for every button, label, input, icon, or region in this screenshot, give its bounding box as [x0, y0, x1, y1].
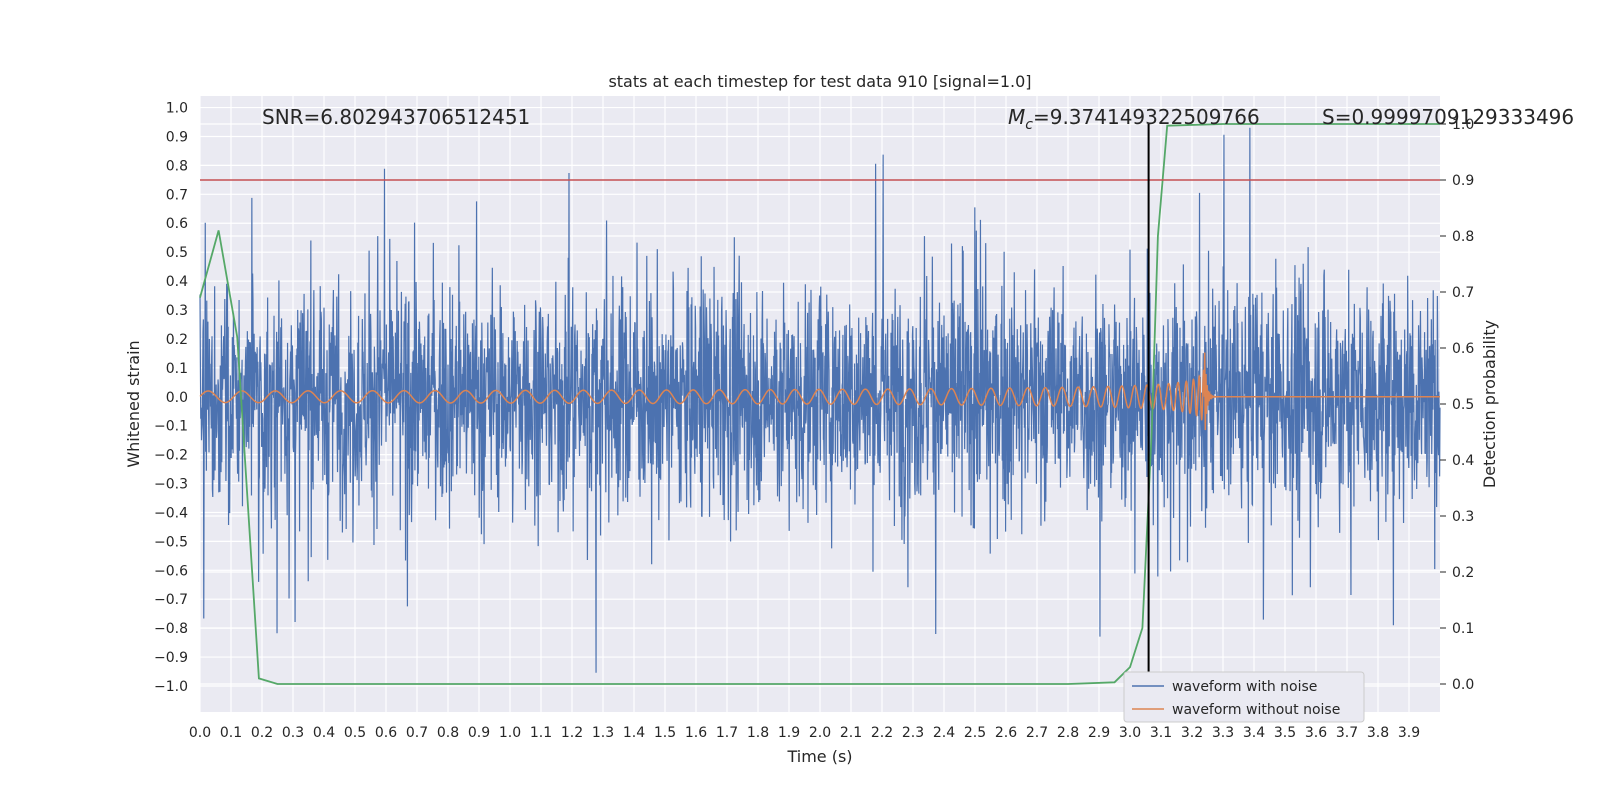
x-tick-label-33: 3.3 [1212, 725, 1234, 741]
x-tick-label-19: 1.9 [778, 725, 800, 741]
x-tick-label-16: 1.6 [685, 725, 707, 741]
chirp-mass-subscript: c [1025, 117, 1033, 133]
snr-annotation: SNR=6.802943706512451 [262, 105, 530, 129]
y2-tick-label-0: 1.0 [1452, 117, 1474, 133]
y-tick-label-11: −0.1 [154, 419, 188, 435]
y-tick-label-18: −0.8 [154, 621, 188, 637]
y-tick-label-10: 0.0 [166, 390, 188, 406]
legend-label-noise: waveform with noise [1172, 679, 1317, 695]
y-tick-label-5: 0.5 [166, 245, 188, 261]
x-tick-label-29: 2.9 [1088, 725, 1110, 741]
score-annotation: S=0.9999709129333496 [1322, 105, 1574, 129]
x-tick-label-9: 0.9 [468, 725, 490, 741]
chirp-mass-symbol: M [1008, 105, 1025, 129]
x-tick-label-8: 0.8 [437, 725, 459, 741]
y-tick-label-19: −0.9 [154, 650, 188, 666]
y2-axis-ticks: 1.0 0.9 0.8 0.7 0.6 0.5 0.4 0.3 0.2 0.1 0.0 [1440, 117, 1474, 693]
y-axis-label: Whitened strain [124, 340, 143, 467]
x-tick-label-39: 3.9 [1398, 725, 1420, 741]
x-tick-label-20: 2.0 [809, 725, 831, 741]
y2-tick-label-3: 0.7 [1452, 285, 1474, 301]
series-waveform-without-noise [199, 352, 1440, 431]
y-tick-label-12: −0.2 [154, 448, 188, 464]
y-tick-label-16: −0.6 [154, 563, 188, 579]
y-tick-label-13: −0.3 [154, 477, 188, 493]
y2-axis-label: Detection probability [1480, 320, 1499, 488]
x-tick-label-17: 1.7 [716, 725, 738, 741]
legend-label-clean: waveform without noise [1172, 702, 1340, 718]
chart-title: stats at each timestep for test data 910… [608, 72, 1031, 91]
x-tick-label-21: 2.1 [840, 725, 862, 741]
x-tick-label-12: 1.2 [561, 725, 583, 741]
y2-tick-label-8: 0.2 [1452, 565, 1474, 581]
y-tick-label-14: −0.4 [154, 505, 188, 521]
probability-line [199, 123, 1440, 685]
y-tick-label-8: 0.2 [166, 332, 188, 348]
x-tick-label-27: 2.7 [1026, 725, 1048, 741]
x-tick-label-1: 0.1 [220, 725, 242, 741]
chirp-mass-value: =9.374149322509766 [1033, 105, 1260, 129]
x-tick-label-38: 3.8 [1367, 725, 1389, 741]
y2-tick-label-2: 0.8 [1452, 229, 1474, 245]
x-tick-label-30: 3.0 [1119, 725, 1141, 741]
clean-waveform-line [199, 352, 1440, 431]
y2-tick-label-6: 0.4 [1452, 453, 1474, 469]
x-tick-label-36: 3.6 [1305, 725, 1327, 741]
y2-tick-label-9: 0.1 [1452, 621, 1474, 637]
x-tick-label-10: 1.0 [499, 725, 521, 741]
y-tick-label-15: −0.5 [154, 534, 188, 550]
x-tick-label-35: 3.5 [1274, 725, 1296, 741]
y-tick-label-9: 0.1 [166, 361, 188, 377]
series-waveform-with-noise [199, 127, 1441, 673]
x-axis-label: Time (s) [786, 747, 852, 766]
y-tick-label-1: 0.9 [166, 129, 188, 145]
x-tick-label-22: 2.2 [871, 725, 893, 741]
y-tick-label-6: 0.4 [166, 274, 188, 290]
y-axis-ticks: 1.0 0.9 0.8 0.7 0.6 0.5 0.4 0.3 0.2 0.1 0.0 −0.1 −0.… [154, 101, 188, 695]
y2-tick-label-7: 0.3 [1452, 509, 1474, 525]
y-tick-label-4: 0.6 [166, 216, 188, 232]
x-tick-label-6: 0.6 [375, 725, 397, 741]
y-tick-label-3: 0.7 [166, 187, 188, 203]
x-tick-label-15: 1.5 [654, 725, 676, 741]
chirp-mass-annotation: Mc=9.374149322509766 [1008, 105, 1260, 133]
legend: waveform with noise waveform without noi… [1123, 671, 1365, 723]
noise-waveform-line [199, 127, 1441, 673]
y-tick-label-20: −1.0 [154, 679, 188, 695]
y-tick-label-2: 0.8 [166, 158, 188, 174]
y-tick-label-17: −0.7 [154, 592, 188, 608]
y2-tick-label-10: 0.0 [1452, 677, 1474, 693]
x-tick-label-4: 0.4 [313, 725, 335, 741]
x-tick-label-37: 3.7 [1336, 725, 1358, 741]
x-tick-label-11: 1.1 [530, 725, 552, 741]
x-tick-label-13: 1.3 [592, 725, 614, 741]
x-tick-label-2: 0.2 [251, 725, 273, 741]
series-detection-probability [199, 123, 1440, 685]
x-axis-ticks: 0.0 0.1 0.2 0.3 0.4 0.5 0.6 0.7 0.8 0.9 1.0 1.1 1.2 1… [189, 725, 1420, 741]
x-tick-label-5: 0.5 [344, 725, 366, 741]
y2-tick-label-5: 0.5 [1452, 397, 1474, 413]
x-tick-label-26: 2.6 [995, 725, 1017, 741]
x-tick-label-34: 3.4 [1243, 725, 1265, 741]
x-tick-label-28: 2.8 [1057, 725, 1079, 741]
y2-tick-label-4: 0.6 [1452, 341, 1474, 357]
legend-box [1123, 671, 1365, 723]
x-tick-label-32: 3.2 [1181, 725, 1203, 741]
x-tick-label-0: 0.0 [189, 725, 211, 741]
x-tick-label-7: 0.7 [406, 725, 428, 741]
x-tick-label-18: 1.8 [747, 725, 769, 741]
y-tick-label-0: 1.0 [166, 101, 188, 117]
y2-tick-label-1: 0.9 [1452, 173, 1474, 189]
x-tick-label-25: 2.5 [964, 725, 986, 741]
x-tick-label-31: 3.1 [1150, 725, 1172, 741]
x-tick-label-14: 1.4 [623, 725, 645, 741]
x-tick-label-24: 2.4 [933, 725, 955, 741]
x-tick-label-23: 2.3 [902, 725, 924, 741]
y-tick-label-7: 0.3 [166, 303, 188, 319]
x-tick-label-3: 0.3 [282, 725, 304, 741]
